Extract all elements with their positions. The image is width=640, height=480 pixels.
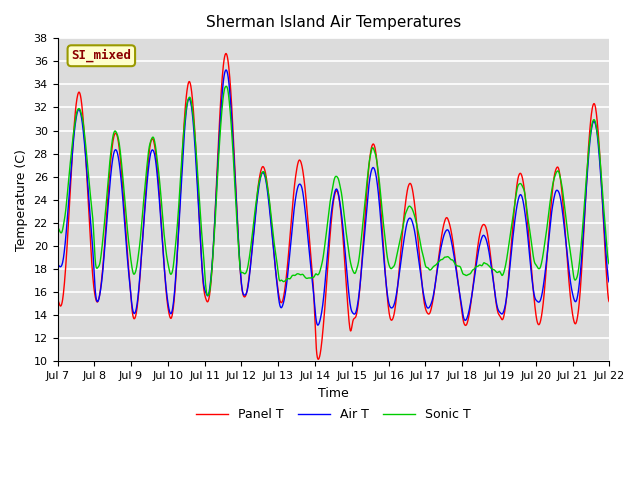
Panel T <box>314 356 322 362</box>
Panel T <box>54 297 61 303</box>
Line: Sonic T: Sonic T <box>58 86 609 296</box>
Line: Panel T: Panel T <box>58 54 609 359</box>
Panel T <box>605 299 613 304</box>
Sonic T <box>605 261 613 267</box>
Panel T <box>572 320 580 325</box>
Y-axis label: Temperature (C): Temperature (C) <box>15 149 28 251</box>
Air T <box>572 298 580 304</box>
Sonic T <box>222 84 230 89</box>
X-axis label: Time: Time <box>318 387 349 400</box>
Sonic T <box>350 269 358 275</box>
Sonic T <box>54 224 61 230</box>
Panel T <box>362 204 369 210</box>
Air T <box>362 218 369 224</box>
Air T <box>350 311 358 317</box>
Air T <box>314 322 322 328</box>
Text: SI_mixed: SI_mixed <box>71 49 131 62</box>
Panel T <box>350 316 358 322</box>
Legend: Panel T, Air T, Sonic T: Panel T, Air T, Sonic T <box>191 403 476 426</box>
Air T <box>222 67 230 73</box>
Air T <box>207 271 215 276</box>
Air T <box>557 197 564 203</box>
Panel T <box>207 275 215 281</box>
Panel T <box>494 310 502 315</box>
Line: Air T: Air T <box>58 70 609 325</box>
Sonic T <box>494 269 502 275</box>
Panel T <box>557 179 564 185</box>
Air T <box>494 306 502 312</box>
Panel T <box>222 51 230 57</box>
Sonic T <box>208 271 216 276</box>
Sonic T <box>204 293 212 299</box>
Sonic T <box>572 276 580 282</box>
Air T <box>54 262 61 267</box>
Title: Sherman Island Air Temperatures: Sherman Island Air Temperatures <box>206 15 461 30</box>
Sonic T <box>362 192 369 198</box>
Air T <box>605 279 613 285</box>
Sonic T <box>557 178 564 183</box>
